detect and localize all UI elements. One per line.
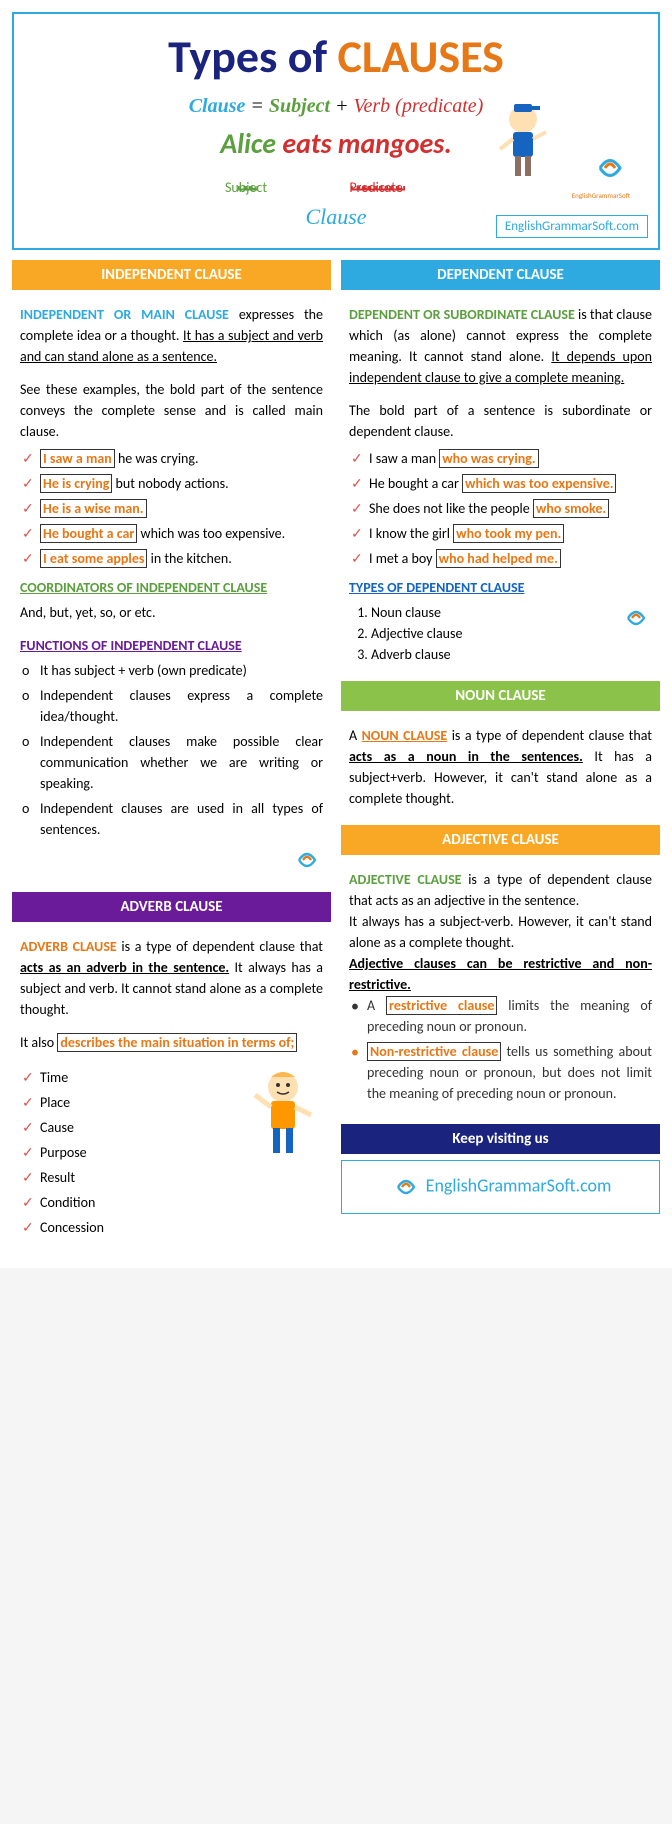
dependent-examples: I saw a man who was crying. He bought a c… xyxy=(349,448,652,569)
function-item: It has subject + verb (own predicate) xyxy=(22,660,323,681)
dependent-body: DEPENDENT OR SUBORDINATE CLAUSE is that … xyxy=(341,296,660,673)
footer-box: EnglishGrammarSoft.com xyxy=(341,1160,660,1214)
functions-heading: FUNCTIONS OF INDEPENDENT CLAUSE xyxy=(20,635,323,656)
example-item: I know the girl who took my pen. xyxy=(351,523,652,544)
main-title: Types of CLAUSES xyxy=(24,29,648,85)
types-list: Noun clauseAdjective clauseAdverb clause xyxy=(349,602,620,665)
url-link[interactable]: EnglishGrammarSoft.com xyxy=(496,215,648,238)
adverb-item: Result xyxy=(22,1167,243,1188)
brand-logo-icon xyxy=(590,148,630,188)
brand-logo-icon xyxy=(390,1171,422,1203)
adverb-item: Cause xyxy=(22,1117,243,1138)
type-item: Adverb clause xyxy=(371,644,620,665)
types-heading: TYPES OF DEPENDENT CLAUSE xyxy=(349,577,652,598)
brand-logo-icon xyxy=(620,602,652,634)
adverb-body: ADVERB CLAUSE is a type of dependent cla… xyxy=(12,928,331,1256)
adverb-item: Purpose xyxy=(22,1142,243,1163)
adjective-body: ADJECTIVE CLAUSE is a type of dependent … xyxy=(341,861,660,1116)
adverb-item: Condition xyxy=(22,1192,243,1213)
coordinators-heading: COORDINATORS OF INDEPENDENT CLAUSE xyxy=(20,577,323,598)
noun-heading: NOUN CLAUSE xyxy=(341,681,660,711)
example-item: He bought a car which was too expensive. xyxy=(351,473,652,494)
footer-url[interactable]: EnglishGrammarSoft.com xyxy=(426,1174,612,1196)
adverb-item: Time xyxy=(22,1067,243,1088)
title-part-a: Types of xyxy=(168,29,337,85)
function-item: Independent clauses make possible clear … xyxy=(22,731,323,794)
content-columns: INDEPENDENT CLAUSE INDEPENDENT OR MAIN C… xyxy=(12,260,660,1256)
function-item: Independent clauses are used in all type… xyxy=(22,798,323,840)
type-item: Adjective clause xyxy=(371,623,620,644)
independent-heading: INDEPENDENT CLAUSE xyxy=(12,260,331,290)
boy-cartoon-icon xyxy=(243,1065,323,1165)
noun-body: A NOUN CLAUSE is a type of dependent cla… xyxy=(341,717,660,817)
type-item: Noun clause xyxy=(371,602,620,623)
adverb-item: Concession xyxy=(22,1217,243,1238)
adjective-item: Non-restrictive clause tells us somethin… xyxy=(351,1041,652,1104)
independent-examples: I saw a man he was crying. He is crying b… xyxy=(20,448,323,569)
infographic-page: Types of CLAUSES Clause = Subject + Verb… xyxy=(0,0,672,1268)
left-column: INDEPENDENT CLAUSE INDEPENDENT OR MAIN C… xyxy=(12,260,331,1256)
adjective-heading: ADJECTIVE CLAUSE xyxy=(341,825,660,855)
adverb-heading: ADVERB CLAUSE xyxy=(12,892,331,922)
example-item: She does not like the people who smoke. xyxy=(351,498,652,519)
dependent-heading: DEPENDENT CLAUSE xyxy=(341,260,660,290)
adjective-items: A restrictive clause limits the meaning … xyxy=(349,995,652,1104)
right-column: DEPENDENT CLAUSE DEPENDENT OR SUBORDINAT… xyxy=(341,260,660,1256)
independent-body: INDEPENDENT OR MAIN CLAUSE expresses the… xyxy=(12,296,331,884)
adverb-items: Time Place Cause Purpose Result Condition Conc… xyxy=(20,1067,243,1242)
example-item: I met a boy who had helped me. xyxy=(351,548,652,569)
example-item: He is crying but nobody actions. xyxy=(22,473,323,494)
example-item: I eat some apples in the kitchen. xyxy=(22,548,323,569)
function-item: Independent clauses express a complete i… xyxy=(22,685,323,727)
functions-list: It has subject + verb (own predicate) Ind… xyxy=(20,660,323,840)
adjective-item: A restrictive clause limits the meaning … xyxy=(351,995,652,1037)
footer-heading: Keep visiting us xyxy=(341,1124,660,1154)
brand-logo-icon xyxy=(291,844,323,876)
header-section: Types of CLAUSES Clause = Subject + Verb… xyxy=(12,12,660,250)
example-item: I saw a man who was crying. xyxy=(351,448,652,469)
boy-cartoon-icon xyxy=(488,94,558,184)
title-part-b: CLAUSES xyxy=(338,29,504,85)
example-item: He bought a car which was too expensive. xyxy=(22,523,323,544)
adverb-item: Place xyxy=(22,1092,243,1113)
example-item: I saw a man he was crying. xyxy=(22,448,323,469)
example-item: He is a wise man. xyxy=(22,498,323,519)
